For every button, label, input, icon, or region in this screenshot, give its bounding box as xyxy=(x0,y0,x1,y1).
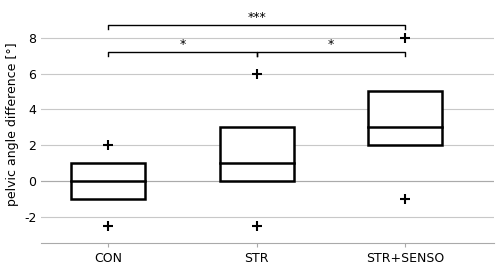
Text: *: * xyxy=(180,38,186,51)
Y-axis label: pelvic angle difference [°]: pelvic angle difference [°] xyxy=(6,43,18,206)
Bar xyxy=(368,91,442,145)
Text: *: * xyxy=(328,38,334,51)
Bar xyxy=(220,127,294,181)
Text: ***: *** xyxy=(248,11,266,24)
Bar xyxy=(71,163,146,199)
